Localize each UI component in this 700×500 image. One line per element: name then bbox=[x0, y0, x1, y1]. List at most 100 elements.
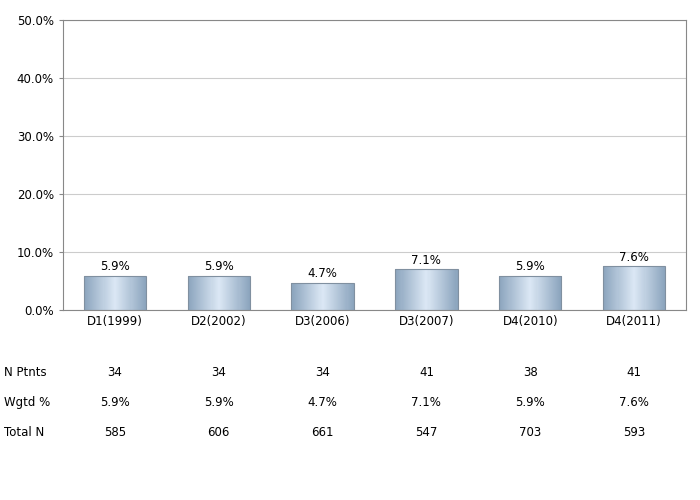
Bar bbox=[422, 269, 423, 310]
Text: 5.9%: 5.9% bbox=[204, 260, 234, 274]
Text: 5.9%: 5.9% bbox=[204, 396, 234, 409]
Bar bbox=[217, 276, 218, 310]
Bar bbox=[438, 269, 439, 310]
Bar bbox=[619, 266, 620, 310]
Bar bbox=[136, 276, 138, 310]
Bar bbox=[98, 276, 99, 310]
Bar bbox=[504, 276, 505, 310]
Bar bbox=[445, 269, 446, 310]
Bar bbox=[139, 276, 140, 310]
Bar bbox=[188, 276, 189, 310]
Bar bbox=[302, 282, 303, 310]
Text: 4.7%: 4.7% bbox=[307, 268, 337, 280]
Bar bbox=[448, 269, 449, 310]
Bar bbox=[621, 266, 622, 310]
Bar bbox=[660, 266, 661, 310]
Bar bbox=[192, 276, 193, 310]
Bar bbox=[84, 276, 146, 310]
Bar bbox=[202, 276, 203, 310]
Bar bbox=[607, 266, 608, 310]
Bar bbox=[434, 269, 435, 310]
Bar bbox=[325, 282, 326, 310]
Bar bbox=[335, 282, 336, 310]
Bar bbox=[118, 276, 119, 310]
Bar bbox=[612, 266, 613, 310]
Bar bbox=[505, 276, 507, 310]
Bar bbox=[111, 276, 112, 310]
Bar bbox=[315, 282, 316, 310]
Bar bbox=[333, 282, 334, 310]
Bar bbox=[542, 276, 544, 310]
Bar bbox=[617, 266, 619, 310]
Text: 41: 41 bbox=[419, 366, 434, 379]
Bar bbox=[624, 266, 626, 310]
Bar bbox=[297, 282, 298, 310]
Bar bbox=[610, 266, 611, 310]
Bar bbox=[636, 266, 637, 310]
Bar bbox=[656, 266, 657, 310]
Bar bbox=[444, 269, 445, 310]
Bar bbox=[206, 276, 207, 310]
Bar bbox=[527, 276, 528, 310]
Bar bbox=[430, 269, 432, 310]
Bar bbox=[623, 266, 624, 310]
Bar bbox=[203, 276, 204, 310]
Bar bbox=[245, 276, 246, 310]
Bar bbox=[664, 266, 665, 310]
Bar bbox=[331, 282, 332, 310]
Text: N Ptnts: N Ptnts bbox=[4, 366, 46, 379]
Bar bbox=[345, 282, 346, 310]
Bar bbox=[550, 276, 551, 310]
Bar bbox=[500, 276, 501, 310]
Bar bbox=[132, 276, 134, 310]
Bar bbox=[112, 276, 113, 310]
Bar bbox=[547, 276, 548, 310]
Bar bbox=[662, 266, 664, 310]
Bar bbox=[428, 269, 430, 310]
Bar bbox=[450, 269, 452, 310]
Bar bbox=[446, 269, 447, 310]
Bar bbox=[198, 276, 199, 310]
Bar bbox=[536, 276, 537, 310]
Bar bbox=[231, 276, 232, 310]
Bar bbox=[125, 276, 127, 310]
Bar bbox=[88, 276, 89, 310]
Bar bbox=[542, 276, 543, 310]
Bar bbox=[396, 269, 398, 310]
Bar bbox=[241, 276, 243, 310]
Bar bbox=[309, 282, 310, 310]
Bar bbox=[650, 266, 651, 310]
Bar bbox=[244, 276, 245, 310]
Bar bbox=[615, 266, 617, 310]
Bar bbox=[633, 266, 634, 310]
Bar bbox=[106, 276, 108, 310]
Text: Wgtd %: Wgtd % bbox=[4, 396, 50, 409]
Bar bbox=[626, 266, 628, 310]
Bar bbox=[559, 276, 561, 310]
Bar bbox=[328, 282, 329, 310]
Bar bbox=[549, 276, 550, 310]
Bar bbox=[626, 266, 627, 310]
Bar bbox=[410, 269, 411, 310]
Bar bbox=[246, 276, 247, 310]
Bar bbox=[326, 282, 327, 310]
Bar bbox=[638, 266, 639, 310]
Bar bbox=[140, 276, 141, 310]
Bar bbox=[624, 266, 625, 310]
Bar bbox=[557, 276, 559, 310]
Bar bbox=[119, 276, 120, 310]
Bar bbox=[235, 276, 237, 310]
Bar bbox=[417, 269, 418, 310]
Bar bbox=[300, 282, 301, 310]
Bar bbox=[104, 276, 106, 310]
Bar bbox=[640, 266, 641, 310]
Bar bbox=[84, 276, 85, 310]
Bar bbox=[342, 282, 344, 310]
Bar bbox=[525, 276, 526, 310]
Bar bbox=[91, 276, 92, 310]
Bar bbox=[188, 276, 190, 310]
Bar bbox=[536, 276, 538, 310]
Bar bbox=[327, 282, 328, 310]
Bar bbox=[248, 276, 249, 310]
Text: 34: 34 bbox=[108, 366, 122, 379]
